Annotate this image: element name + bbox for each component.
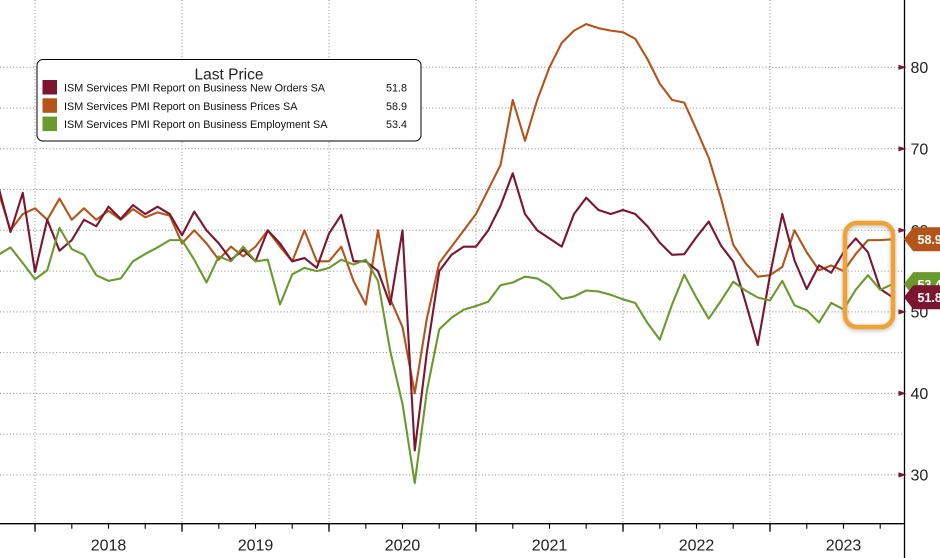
svg-text:58.9: 58.9 [386,101,407,113]
svg-text:2018: 2018 [91,538,127,555]
svg-text:51.8: 51.8 [918,291,940,305]
svg-text:80: 80 [911,60,929,77]
svg-text:ISM Services PMI Report on Bus: ISM Services PMI Report on Business Empl… [64,119,328,131]
svg-text:2020: 2020 [385,538,421,555]
svg-text:2023: 2023 [826,538,862,555]
svg-text:ISM Services PMI Report on Bus: ISM Services PMI Report on Business New … [64,83,326,95]
svg-text:53.4: 53.4 [386,119,407,131]
svg-text:2021: 2021 [532,538,568,555]
svg-text:Last Price: Last Price [195,67,264,84]
svg-text:2019: 2019 [238,538,274,555]
svg-text:58.9: 58.9 [918,233,940,247]
svg-text:2022: 2022 [679,538,715,555]
svg-text:51.8: 51.8 [386,83,407,95]
svg-text:40: 40 [911,386,929,403]
svg-text:70: 70 [911,141,929,158]
svg-text:30: 30 [911,467,929,484]
svg-text:ISM Services PMI Report on Bus: ISM Services PMI Report on Business Pric… [64,101,298,113]
